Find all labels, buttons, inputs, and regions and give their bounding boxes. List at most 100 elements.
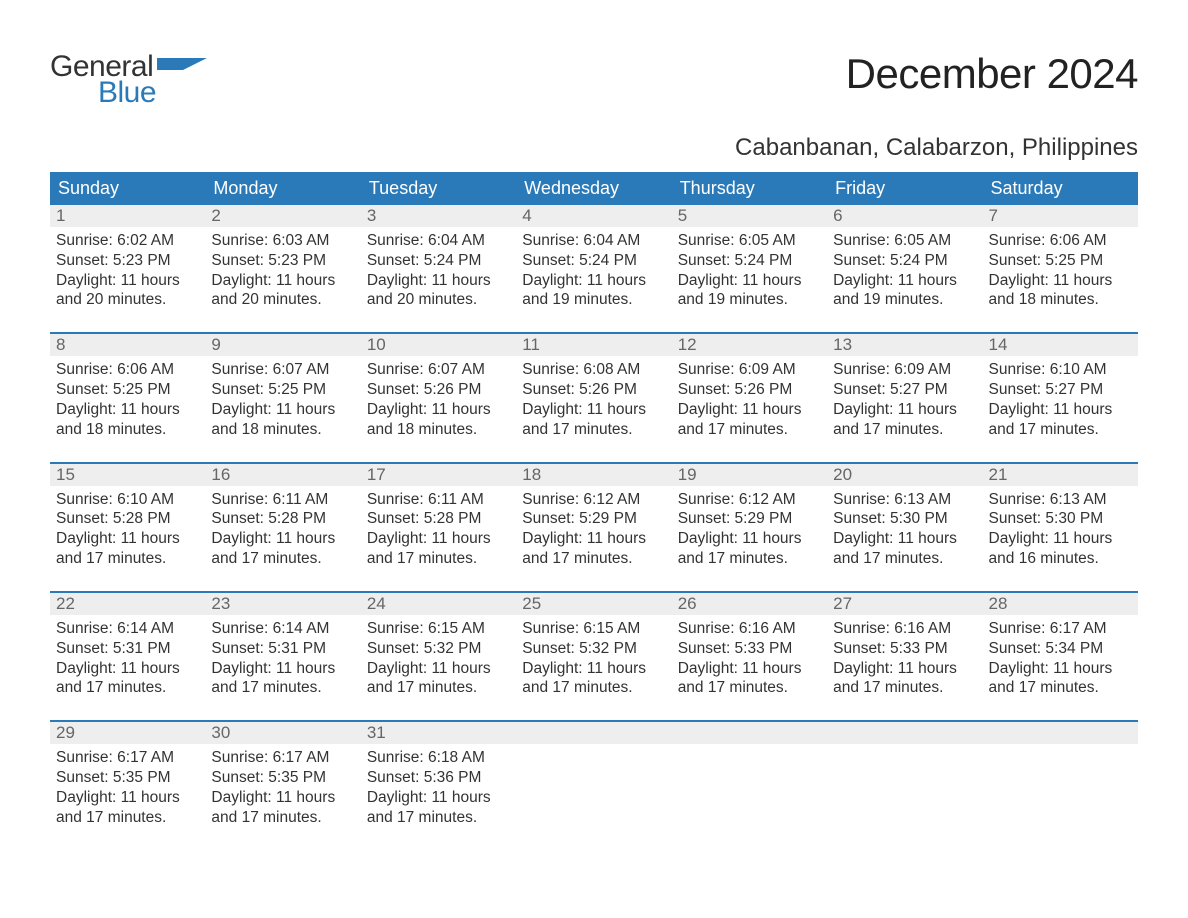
day-cell: 12Sunrise: 6:09 AMSunset: 5:26 PMDayligh… (672, 334, 827, 439)
day-day2: and 18 minutes. (211, 420, 354, 440)
day-content: Sunrise: 6:16 AMSunset: 5:33 PMDaylight:… (672, 615, 827, 698)
day-sunset: Sunset: 5:29 PM (522, 509, 665, 529)
day-sunset: Sunset: 5:26 PM (522, 380, 665, 400)
day-number: 6 (827, 205, 982, 227)
day-sunrise: Sunrise: 6:17 AM (989, 619, 1132, 639)
day-number: 1 (50, 205, 205, 227)
day-sunset: Sunset: 5:26 PM (678, 380, 821, 400)
day-content: Sunrise: 6:18 AMSunset: 5:36 PMDaylight:… (361, 744, 516, 827)
day-day1: Daylight: 11 hours (989, 659, 1132, 679)
day-day2: and 18 minutes. (56, 420, 199, 440)
day-day1: Daylight: 11 hours (833, 271, 976, 291)
day-sunrise: Sunrise: 6:06 AM (989, 231, 1132, 251)
day-cell: 19Sunrise: 6:12 AMSunset: 5:29 PMDayligh… (672, 464, 827, 569)
week-row: 8Sunrise: 6:06 AMSunset: 5:25 PMDaylight… (50, 332, 1138, 439)
day-sunrise: Sunrise: 6:12 AM (678, 490, 821, 510)
day-content: Sunrise: 6:17 AMSunset: 5:35 PMDaylight:… (50, 744, 205, 827)
day-sunset: Sunset: 5:28 PM (367, 509, 510, 529)
week-row: 1Sunrise: 6:02 AMSunset: 5:23 PMDaylight… (50, 205, 1138, 310)
day-cell: 28 Sunrise: 6:17 AMSunset: 5:34 PMDayligh… (983, 593, 1138, 698)
day-cell: 14Sunrise: 6:10 AMSunset: 5:27 PMDayligh… (983, 334, 1138, 439)
day-cell: 26Sunrise: 6:16 AMSunset: 5:33 PMDayligh… (672, 593, 827, 698)
day-content: Sunrise: 6:11 AMSunset: 5:28 PMDaylight:… (361, 486, 516, 569)
day-day1: Daylight: 11 hours (522, 659, 665, 679)
day-cell: 31Sunrise: 6:18 AMSunset: 5:36 PMDayligh… (361, 722, 516, 827)
day-content: Sunrise: 6:02 AMSunset: 5:23 PMDaylight:… (50, 227, 205, 310)
day-day2: and 20 minutes. (367, 290, 510, 310)
day-cell: 24Sunrise: 6:15 AMSunset: 5:32 PMDayligh… (361, 593, 516, 698)
day-sunset: Sunset: 5:23 PM (211, 251, 354, 271)
day-day1: Daylight: 11 hours (56, 400, 199, 420)
day-cell: 23Sunrise: 6:14 AMSunset: 5:31 PMDayligh… (205, 593, 360, 698)
day-day2: and 17 minutes. (211, 808, 354, 828)
day-sunrise: Sunrise: 6:08 AM (522, 360, 665, 380)
day-number: 22 (50, 593, 205, 615)
day-sunrise: Sunrise: 6:05 AM (833, 231, 976, 251)
day-day1: Daylight: 11 hours (56, 659, 199, 679)
day-sunset: Sunset: 5:24 PM (833, 251, 976, 271)
day-sunrise: Sunrise: 6:10 AM (56, 490, 199, 510)
day-sunset: Sunset: 5:34 PM (989, 639, 1132, 659)
day-number: 7 (983, 205, 1138, 227)
day-content: Sunrise: 6:13 AMSunset: 5:30 PMDaylight:… (983, 486, 1138, 569)
day-content: Sunrise: 6:11 AMSunset: 5:28 PMDaylight:… (205, 486, 360, 569)
day-sunrise: Sunrise: 6:14 AM (211, 619, 354, 639)
day-cell: 18Sunrise: 6:12 AMSunset: 5:29 PMDayligh… (516, 464, 671, 569)
day-day1: Daylight: 11 hours (367, 529, 510, 549)
day-number (827, 722, 982, 744)
day-number: 28 (983, 593, 1138, 615)
day-day1: Daylight: 11 hours (367, 400, 510, 420)
day-sunset: Sunset: 5:32 PM (367, 639, 510, 659)
day-sunrise: Sunrise: 6:04 AM (367, 231, 510, 251)
day-day2: and 17 minutes. (211, 678, 354, 698)
day-sunrise: Sunrise: 6:15 AM (522, 619, 665, 639)
day-day1: Daylight: 11 hours (367, 659, 510, 679)
day-number: 9 (205, 334, 360, 356)
weekday-monday: Monday (205, 172, 360, 205)
day-day1: Daylight: 11 hours (211, 788, 354, 808)
day-cell (983, 722, 1138, 827)
day-content: Sunrise: 6:10 AMSunset: 5:28 PMDaylight:… (50, 486, 205, 569)
day-day2: and 17 minutes. (678, 678, 821, 698)
month-title: December 2024 (846, 50, 1138, 98)
day-sunset: Sunset: 5:33 PM (833, 639, 976, 659)
day-sunrise: Sunrise: 6:17 AM (56, 748, 199, 768)
day-sunset: Sunset: 5:28 PM (211, 509, 354, 529)
day-number (672, 722, 827, 744)
day-sunset: Sunset: 5:30 PM (989, 509, 1132, 529)
day-day1: Daylight: 11 hours (522, 529, 665, 549)
day-number: 19 (672, 464, 827, 486)
day-cell: 29Sunrise: 6:17 AMSunset: 5:35 PMDayligh… (50, 722, 205, 827)
day-number: 30 (205, 722, 360, 744)
day-day2: and 17 minutes. (833, 678, 976, 698)
day-content: Sunrise: 6:15 AMSunset: 5:32 PMDaylight:… (516, 615, 671, 698)
day-content: Sunrise: 6:12 AMSunset: 5:29 PMDaylight:… (516, 486, 671, 569)
day-sunset: Sunset: 5:23 PM (56, 251, 199, 271)
day-day2: and 17 minutes. (367, 808, 510, 828)
day-number (983, 722, 1138, 744)
day-day2: and 17 minutes. (56, 678, 199, 698)
day-number: 26 (672, 593, 827, 615)
day-cell: 7Sunrise: 6:06 AMSunset: 5:25 PMDaylight… (983, 205, 1138, 310)
day-content: Sunrise: 6:05 AMSunset: 5:24 PMDaylight:… (672, 227, 827, 310)
day-cell: 20Sunrise: 6:13 AMSunset: 5:30 PMDayligh… (827, 464, 982, 569)
day-day2: and 17 minutes. (833, 549, 976, 569)
day-number: 8 (50, 334, 205, 356)
day-day2: and 18 minutes. (989, 290, 1132, 310)
day-day2: and 17 minutes. (989, 678, 1132, 698)
day-sunset: Sunset: 5:27 PM (833, 380, 976, 400)
day-number: 21 (983, 464, 1138, 486)
day-content: Sunrise: 6:05 AMSunset: 5:24 PMDaylight:… (827, 227, 982, 310)
day-day1: Daylight: 11 hours (678, 400, 821, 420)
day-cell: 11Sunrise: 6:08 AMSunset: 5:26 PMDayligh… (516, 334, 671, 439)
logo-word-blue: Blue (98, 76, 207, 110)
day-day2: and 17 minutes. (678, 420, 821, 440)
day-cell: 21Sunrise: 6:13 AMSunset: 5:30 PMDayligh… (983, 464, 1138, 569)
day-sunrise: Sunrise: 6:07 AM (367, 360, 510, 380)
day-sunset: Sunset: 5:25 PM (211, 380, 354, 400)
day-sunrise: Sunrise: 6:17 AM (211, 748, 354, 768)
day-cell: 16Sunrise: 6:11 AMSunset: 5:28 PMDayligh… (205, 464, 360, 569)
day-number: 11 (516, 334, 671, 356)
day-content: Sunrise: 6:13 AMSunset: 5:30 PMDaylight:… (827, 486, 982, 569)
day-content: Sunrise: 6:17 AMSunset: 5:35 PMDaylight:… (205, 744, 360, 827)
